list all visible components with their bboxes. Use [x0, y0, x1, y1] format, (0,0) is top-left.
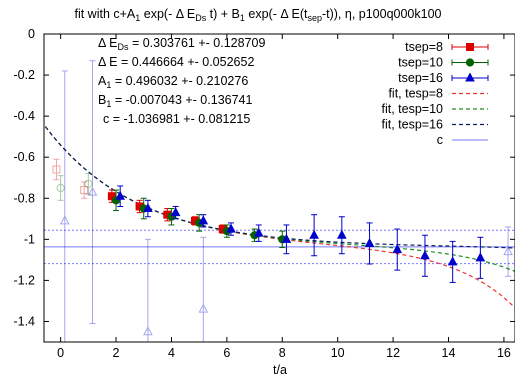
legend-entry: tsep=10: [398, 56, 489, 70]
legend-label: tsep=10: [398, 56, 443, 70]
data-point: [364, 222, 375, 265]
data-point: [80, 181, 89, 199]
data-point: [170, 205, 181, 220]
y-tick-label: -0.4: [13, 109, 35, 123]
legend-marker-circle: [465, 58, 475, 67]
marker-triangle: [447, 256, 458, 266]
annotation-c: c = -1.036981 +- 0.081215: [103, 112, 250, 126]
data-point: [198, 236, 209, 343]
marker-triangle: [503, 246, 513, 256]
x-tick-label: 6: [223, 346, 230, 360]
y-tick-label: -0.2: [13, 68, 35, 82]
marker-triangle: [392, 244, 403, 254]
data-point: [56, 175, 65, 201]
marker-triangle: [143, 326, 153, 336]
marker-triangle: [198, 303, 209, 313]
marker-triangle: [226, 223, 236, 233]
marker-triangle: [143, 202, 153, 213]
data-point: [226, 222, 236, 236]
x-axis-label: t/a: [273, 363, 287, 377]
marker-triangle: [170, 207, 181, 217]
legend-entry: tsep=16: [398, 71, 489, 85]
axis-ticks: 0 2 4 6 8 10 12 14 16 0 -0.2 -0.4 -0.6 -0.8 -1 -1.2 -1.4: [13, 27, 515, 360]
data-point: [59, 70, 70, 343]
marker-triangle: [198, 215, 209, 225]
annotation-b1: B1 = -0.007043 +- 0.136741: [98, 93, 252, 109]
marker-triangle: [364, 237, 375, 247]
data-point: [87, 60, 98, 325]
marker-triangle: [87, 186, 98, 196]
y-tick-label: -1: [24, 232, 35, 246]
data-point: [143, 199, 153, 218]
marker-triangle: [281, 233, 292, 243]
data-point: [198, 214, 209, 228]
data-point: [337, 216, 347, 255]
legend-label: c: [437, 133, 443, 147]
legend-entry: tsep=8: [405, 40, 489, 54]
x-tick-label: 8: [279, 346, 286, 360]
data-point: [420, 234, 430, 277]
fit-annotations: Δ EDs = 0.303761 +- 0.128709 Δ E = 0.446…: [98, 36, 265, 126]
marker-triangle: [253, 227, 264, 237]
legend-label: tsep=8: [405, 40, 443, 54]
legend-marker-square: [466, 43, 474, 51]
x-tick-label: 4: [168, 346, 175, 360]
legend-label: fit, tesp=8: [388, 87, 443, 101]
data-point: [253, 224, 264, 242]
marker-triangle: [475, 252, 486, 262]
chart-title: fit with c+A1 exp(- Δ EDs t) + B1 exp(- …: [74, 7, 441, 23]
data-point: [447, 240, 458, 283]
fit-curve-16: [44, 126, 515, 249]
marker-triangle: [337, 229, 347, 239]
data-point: [281, 224, 292, 255]
y-tick-label: -1.2: [13, 273, 35, 287]
legend-entry: fit, tesp=16: [382, 118, 488, 132]
legend-entry: fit, tesp=8: [388, 87, 488, 101]
marker-triangle: [420, 250, 430, 260]
marker-triangle: [115, 190, 126, 200]
marker-triangle: [59, 215, 70, 225]
x-tick-label: 0: [57, 346, 64, 360]
data-point: [475, 236, 486, 279]
data-point: [503, 226, 513, 277]
marker-circle: [84, 179, 93, 188]
marker-square: [107, 192, 116, 201]
marker-triangle: [309, 229, 319, 239]
legend-marker-triangle: [465, 72, 475, 82]
marker-square: [80, 186, 89, 195]
y-tick-label: -0.8: [13, 191, 35, 205]
legend-label: fit, tesp=16: [382, 118, 444, 132]
constant-band-layer: [44, 229, 515, 265]
annotation-a1: A1 = 0.496032 +- 0.210276: [98, 74, 248, 90]
legend-entry: fit, tesp=10: [382, 102, 488, 116]
x-tick-label: 16: [497, 346, 511, 360]
x-tick-label: 12: [386, 346, 400, 360]
x-tick-label: 2: [113, 346, 120, 360]
x-tick-label: 14: [442, 346, 456, 360]
fit-curves-layer: [44, 126, 515, 309]
data-point: [392, 228, 403, 271]
legend-label: tsep=16: [398, 71, 443, 85]
y-tick-label: -1.4: [13, 314, 35, 328]
annotation-de: Δ E = 0.446664 +- 0.052652: [98, 55, 254, 69]
marker-circle: [56, 183, 65, 193]
x-tick-label: 10: [331, 346, 345, 360]
data-point: [115, 185, 126, 207]
fit-curve-8: [44, 126, 515, 309]
data-point: [309, 214, 319, 257]
marker-square: [52, 165, 61, 174]
legend-entry: c: [437, 133, 488, 147]
data-point: [143, 238, 153, 343]
data-point: [52, 158, 61, 181]
annotation-de-ds: Δ EDs = 0.303761 +- 0.128709: [98, 36, 265, 52]
data-points-layer: [52, 60, 513, 343]
plot-frame: [43, 33, 515, 343]
y-tick-label: -0.6: [13, 150, 35, 164]
data-point: [84, 173, 93, 195]
y-tick-label: 0: [28, 27, 35, 41]
legend-label: fit, tesp=10: [382, 102, 444, 116]
